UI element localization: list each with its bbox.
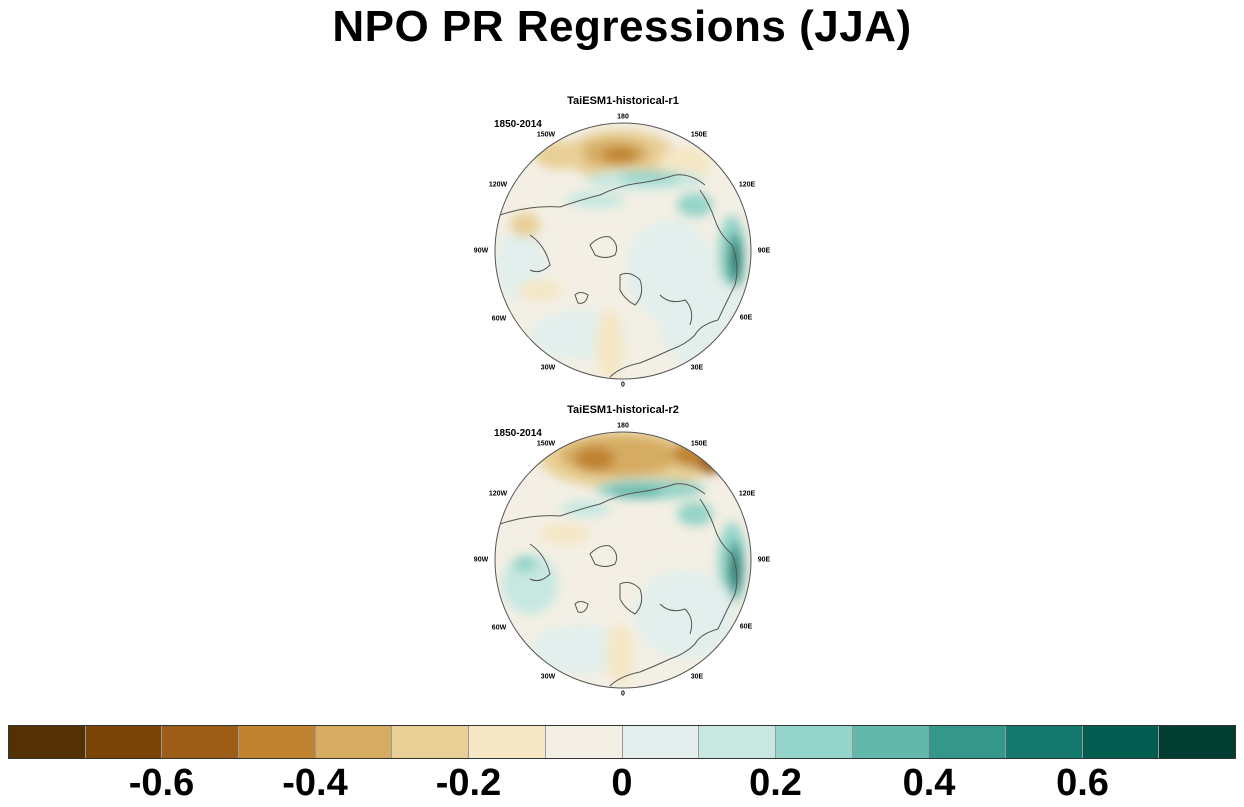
colorbar-tick-label: 0.6	[1056, 762, 1109, 804]
colorbar-swatch	[85, 726, 163, 758]
lon-label: 60W	[491, 624, 507, 632]
lon-label: 90E	[757, 556, 771, 564]
colorbar-swatch	[929, 726, 1006, 758]
colorbar-swatch	[9, 726, 86, 758]
lon-label: 150E	[690, 440, 708, 448]
lon-label: 30W	[540, 673, 556, 681]
colorbar-tick-label: 0.4	[902, 762, 956, 804]
lon-label: 30W	[540, 364, 556, 372]
colorbar-swatch	[699, 726, 776, 758]
lon-label: 60W	[491, 315, 507, 323]
colorbar-tick-label: -0.6	[128, 762, 195, 804]
lon-label: 120E	[738, 181, 756, 189]
panel-title: TaiESM1-historical-r1	[567, 95, 679, 107]
period-label: 1850-2014	[494, 428, 542, 439]
colorbar-swatch	[1159, 726, 1235, 758]
colorbar-swatch	[315, 726, 393, 758]
colorbar-swatch	[162, 726, 240, 758]
colorbar-tick-label: 0.2	[749, 762, 802, 804]
lon-label: 60E	[739, 314, 753, 322]
lon-label: 60E	[739, 623, 753, 631]
lon-label: 30E	[690, 673, 704, 681]
lon-label: 0	[621, 690, 625, 698]
panel-title: TaiESM1-historical-r2	[567, 404, 679, 416]
colorbar-tick-label: -0.2	[435, 762, 502, 804]
colorbar-swatch	[1082, 726, 1160, 758]
colorbar-swatch	[1005, 726, 1083, 758]
colorbar-swatch	[545, 726, 623, 758]
colorbar-tick-label: -0.4	[282, 762, 348, 804]
figure-title: NPO PR Regressions (JJA)	[332, 2, 912, 51]
polar-map	[494, 431, 752, 689]
colorbar-swatch	[775, 726, 853, 758]
colorbar-tick-label: 0	[611, 762, 633, 804]
lon-label: 150W	[536, 131, 556, 139]
colorbar-swatch	[469, 726, 546, 758]
colorbar	[8, 725, 1236, 759]
lon-label: 180	[617, 113, 629, 121]
lon-label: 150W	[536, 440, 556, 448]
lon-label: 90W	[473, 556, 489, 564]
lon-label: 90E	[757, 247, 771, 255]
colorbar-swatch	[622, 726, 700, 758]
lon-label: 30E	[690, 364, 704, 372]
lon-label: 0	[621, 381, 625, 389]
lon-label: 180	[617, 422, 629, 430]
lon-label: 120W	[488, 490, 508, 498]
map-panel-r1: TaiESM1-historical-r1 1850-2014	[470, 95, 776, 389]
lon-label: 120W	[488, 181, 508, 189]
lon-label: 90W	[473, 247, 489, 255]
lon-label: 120E	[738, 490, 756, 498]
period-label: 1850-2014	[494, 119, 542, 130]
polar-map	[494, 122, 752, 380]
map-panel-r2: TaiESM1-historical-r2 1850-2014	[470, 404, 776, 698]
lon-label: 150E	[690, 131, 708, 139]
colorbar-swatch	[852, 726, 930, 758]
colorbar-swatch	[239, 726, 316, 758]
colorbar-swatch	[392, 726, 470, 758]
